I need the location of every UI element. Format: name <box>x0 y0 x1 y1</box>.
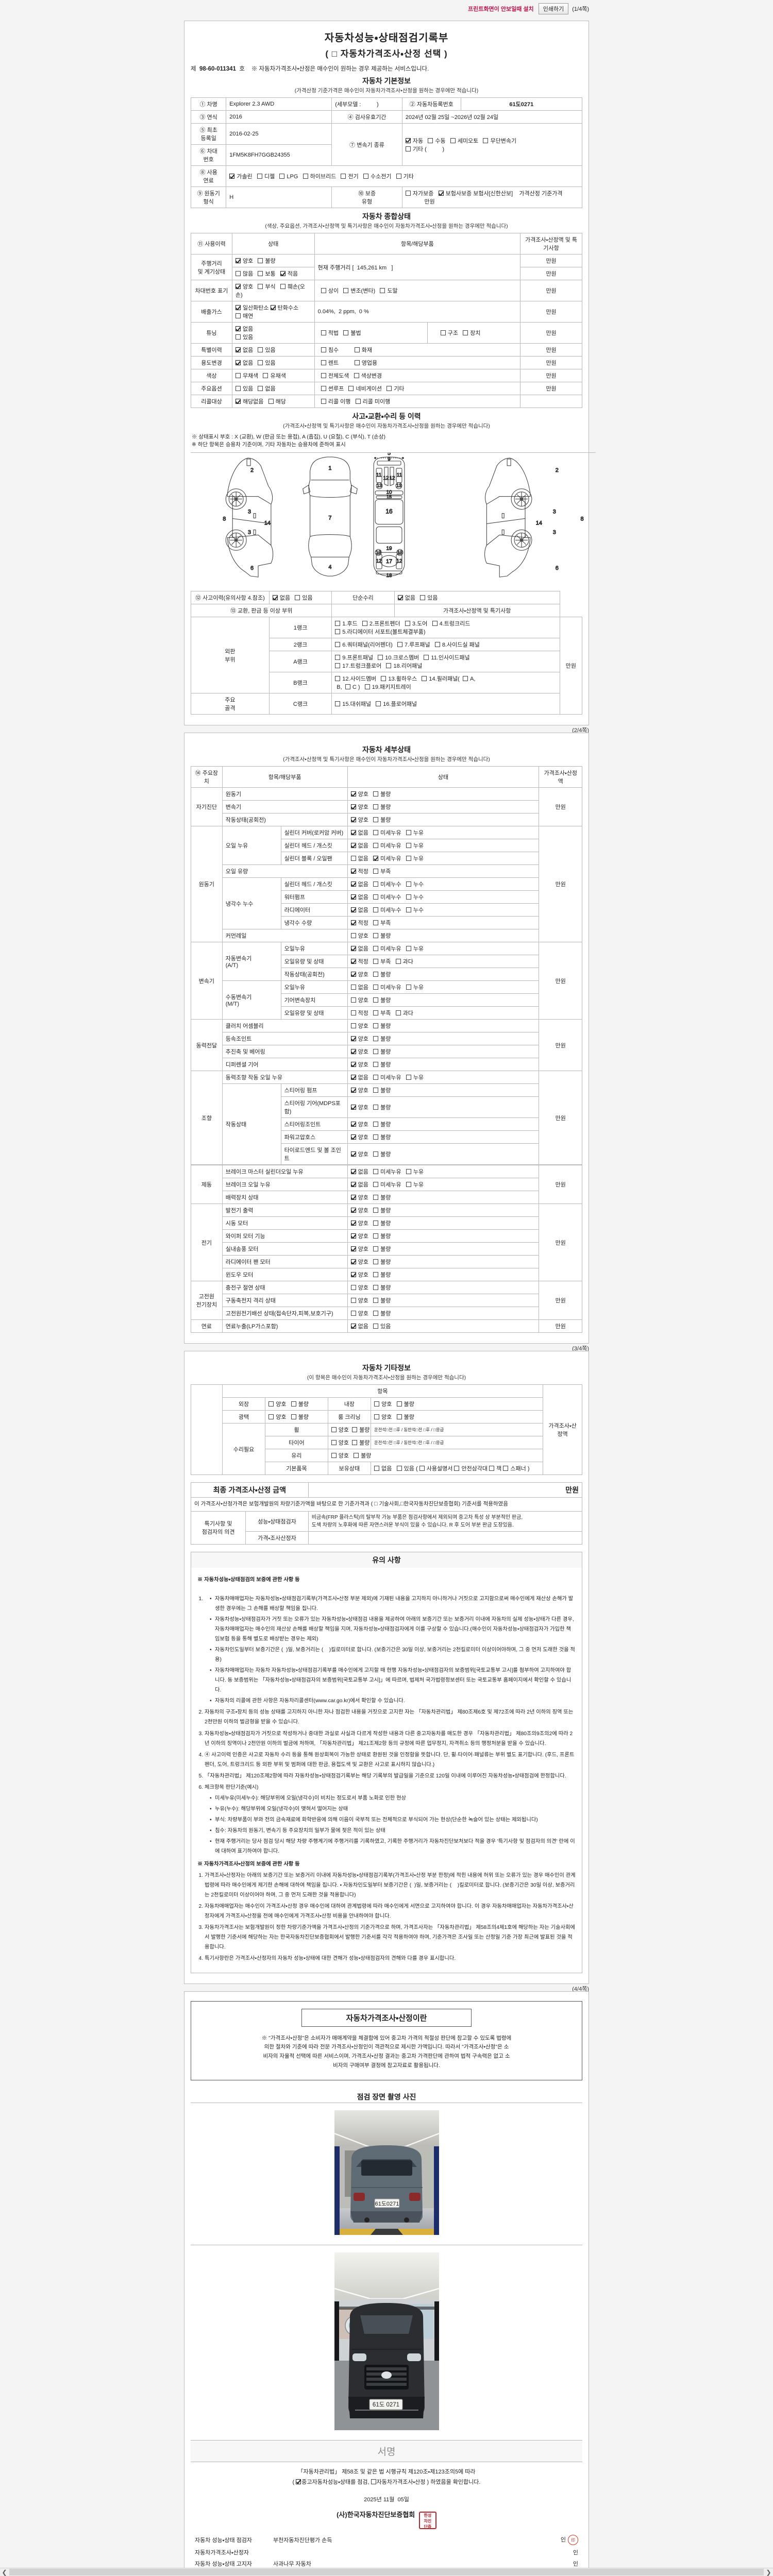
svg-text:9: 9 <box>388 456 391 462</box>
svg-text:8: 8 <box>581 516 584 522</box>
svg-text:12: 12 <box>389 476 395 481</box>
svg-text:2: 2 <box>556 467 559 473</box>
svg-text:11: 11 <box>397 472 402 478</box>
svg-text:15: 15 <box>386 495 392 500</box>
svg-text:3: 3 <box>248 529 251 535</box>
svg-text:13: 13 <box>397 550 402 555</box>
svg-text:61도0271: 61도0271 <box>375 2201 399 2207</box>
svg-text:61도 0271: 61도 0271 <box>372 2402 399 2408</box>
svg-text:2: 2 <box>250 467 254 473</box>
svg-text:3: 3 <box>248 509 251 515</box>
svg-text:12: 12 <box>396 558 402 564</box>
svg-text:11: 11 <box>376 472 382 478</box>
svg-text:6: 6 <box>556 565 559 571</box>
svg-text:7: 7 <box>328 515 331 521</box>
svg-text:1: 1 <box>328 465 331 471</box>
svg-text:13: 13 <box>376 550 381 555</box>
svg-text:13: 13 <box>396 483 401 488</box>
svg-text:3: 3 <box>553 529 556 535</box>
svg-text:14: 14 <box>264 520 271 526</box>
svg-text:13: 13 <box>377 483 382 488</box>
svg-text:3: 3 <box>553 509 556 515</box>
svg-text:8: 8 <box>223 516 226 522</box>
svg-text:19: 19 <box>386 546 392 551</box>
svg-text:6: 6 <box>250 565 254 571</box>
svg-text:16: 16 <box>385 508 393 515</box>
svg-text:12: 12 <box>383 476 390 481</box>
svg-text:5: 5 <box>388 452 391 456</box>
svg-text:12: 12 <box>376 558 382 564</box>
svg-text:4: 4 <box>328 564 331 570</box>
svg-text:14: 14 <box>536 520 542 526</box>
svg-text:17: 17 <box>386 558 392 565</box>
svg-text:18: 18 <box>386 573 392 579</box>
